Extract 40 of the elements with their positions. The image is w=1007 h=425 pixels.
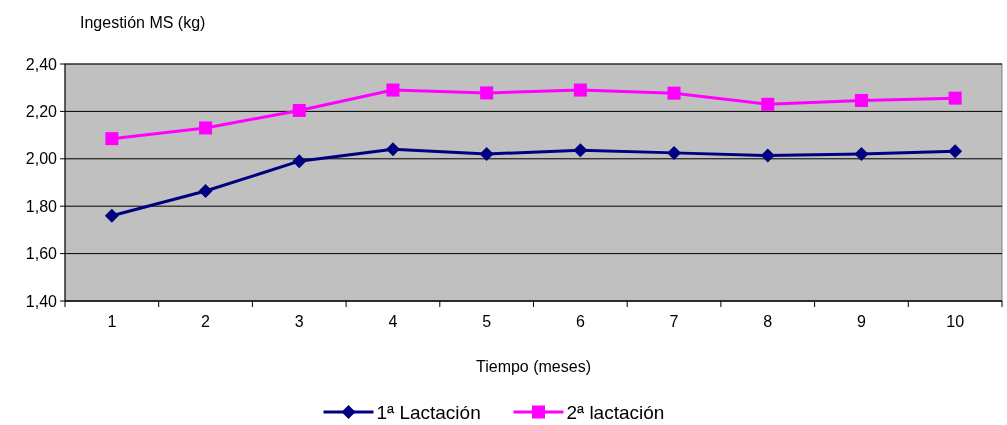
point	[760, 148, 775, 163]
point	[480, 86, 494, 100]
x-tick-label: 4	[388, 313, 398, 330]
point	[854, 94, 868, 107]
x-tick-label: 6	[575, 313, 585, 330]
y-axis-title: Ingestión MS (kg)	[80, 14, 206, 31]
point	[948, 144, 963, 159]
point	[385, 142, 400, 157]
y-tick-label: 1,60	[25, 245, 58, 263]
point	[479, 147, 494, 162]
y-tick-label: 2,20	[25, 103, 58, 120]
x-tick-label: 3	[294, 313, 304, 330]
legend-label: 1ª Lactación	[376, 401, 481, 423]
y-tick-label: 1,80	[25, 197, 58, 215]
point	[573, 83, 587, 97]
point	[105, 132, 119, 146]
y-tick-label: 2,40	[25, 55, 58, 73]
y-tick-label: 1,40	[25, 292, 58, 310]
point	[386, 83, 400, 97]
point	[292, 103, 306, 117]
point	[761, 97, 775, 111]
point	[667, 145, 682, 160]
point	[104, 208, 119, 223]
x-tick-label: 2	[201, 313, 211, 330]
x-tick-label: 1	[107, 313, 117, 330]
x-tick-label: 7	[669, 313, 679, 330]
legend-label: 2ª lactación	[566, 401, 665, 423]
x-tick-label: 9	[857, 313, 866, 330]
point	[198, 184, 213, 199]
y-tick-label: 2,00	[25, 150, 58, 168]
point	[667, 86, 681, 100]
x-tick-label: 8	[763, 313, 773, 330]
x-tick-label: 10	[946, 313, 965, 330]
x-axis-title: Tiempo (meses)	[476, 358, 591, 375]
point	[573, 143, 588, 158]
point	[948, 91, 962, 105]
point	[292, 154, 307, 169]
point	[854, 147, 869, 162]
point	[199, 121, 213, 135]
x-tick-label: 5	[482, 313, 492, 330]
